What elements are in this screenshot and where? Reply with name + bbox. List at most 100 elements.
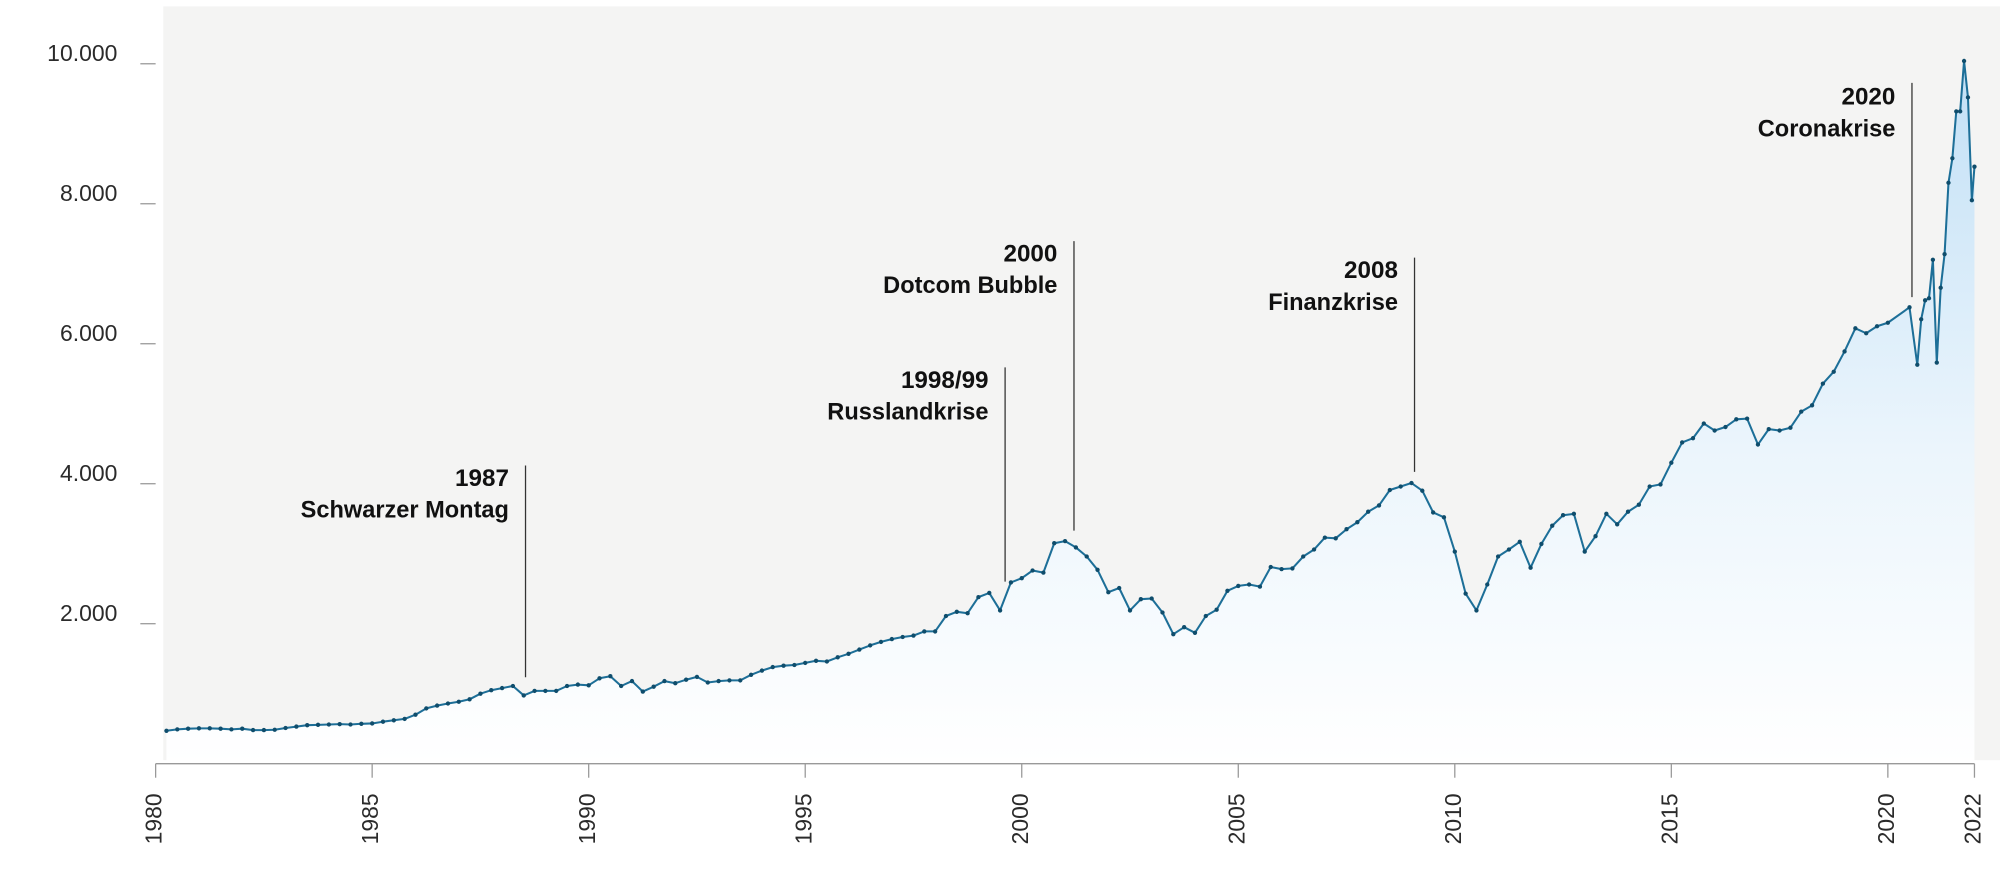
point xyxy=(1734,417,1739,422)
point xyxy=(878,639,884,645)
point xyxy=(770,664,775,670)
point xyxy=(1604,511,1609,516)
point xyxy=(521,693,526,698)
annotation-label: Russlandkrise xyxy=(827,398,988,424)
point xyxy=(1550,523,1555,528)
point xyxy=(218,726,223,731)
point xyxy=(1214,607,1219,612)
point xyxy=(1934,360,1939,365)
point xyxy=(1809,403,1815,408)
point xyxy=(1615,522,1620,527)
point xyxy=(1420,488,1425,493)
point xyxy=(1171,632,1176,637)
point xyxy=(467,697,472,702)
point xyxy=(1528,565,1533,570)
point xyxy=(1744,416,1750,421)
point xyxy=(727,678,732,683)
point xyxy=(1041,570,1046,575)
point xyxy=(1127,608,1133,613)
point xyxy=(1387,487,1393,493)
point xyxy=(932,629,938,634)
point xyxy=(803,660,808,666)
point xyxy=(445,701,451,706)
y-tick-label: 6.000 xyxy=(60,320,117,346)
point xyxy=(1926,296,1932,301)
point xyxy=(943,613,949,619)
point xyxy=(434,703,440,708)
point xyxy=(315,722,321,728)
point xyxy=(1965,95,1971,100)
point xyxy=(348,722,353,727)
point xyxy=(1571,511,1577,516)
x-tick-label: 2005 xyxy=(1223,793,1249,844)
point xyxy=(694,674,700,680)
point xyxy=(1961,58,1967,64)
point xyxy=(1625,509,1631,514)
point xyxy=(748,672,754,677)
point xyxy=(1203,613,1208,619)
point xyxy=(1701,421,1706,426)
point xyxy=(1919,317,1924,322)
point xyxy=(987,590,992,596)
point xyxy=(1777,428,1782,433)
x-tick-label: 2020 xyxy=(1873,793,1899,844)
point xyxy=(510,683,516,689)
x-tick-label: 1990 xyxy=(574,793,600,844)
point xyxy=(629,678,635,684)
point xyxy=(1409,480,1414,486)
x-tick-label: 2010 xyxy=(1440,793,1466,844)
point xyxy=(1225,588,1230,593)
point xyxy=(369,721,375,726)
point xyxy=(1864,331,1869,336)
point xyxy=(1495,554,1501,559)
point xyxy=(889,636,894,642)
point xyxy=(1301,554,1306,559)
annotation-label: Finanzkrise xyxy=(1268,289,1398,315)
point xyxy=(640,689,645,694)
point xyxy=(716,678,721,684)
point xyxy=(1560,513,1566,518)
point xyxy=(1268,564,1273,570)
point xyxy=(359,721,364,726)
point xyxy=(1149,596,1154,601)
point xyxy=(1257,584,1263,589)
point xyxy=(1052,541,1057,546)
point xyxy=(1333,536,1338,541)
point xyxy=(1430,510,1436,515)
point xyxy=(1679,440,1685,445)
annotation-year: 1998/99 xyxy=(901,367,989,394)
point xyxy=(326,722,332,727)
point xyxy=(792,662,797,668)
point xyxy=(846,651,851,656)
point xyxy=(261,727,267,733)
point xyxy=(402,716,407,722)
point xyxy=(1723,424,1728,430)
point xyxy=(1658,482,1663,487)
point xyxy=(272,727,277,732)
y-tick-label: 2.000 xyxy=(60,600,117,626)
point xyxy=(662,678,667,684)
point xyxy=(1669,460,1674,465)
x-tick-label: 2015 xyxy=(1656,793,1682,844)
annotation-label: Dotcom Bubble xyxy=(883,272,1057,298)
point xyxy=(283,725,288,731)
point xyxy=(391,718,396,723)
point xyxy=(1452,549,1457,554)
point xyxy=(1355,520,1360,525)
point xyxy=(1915,362,1920,367)
point xyxy=(1539,541,1544,547)
point xyxy=(413,712,418,717)
point xyxy=(175,727,180,732)
x-tick-label: 2000 xyxy=(1007,793,1033,844)
point xyxy=(1138,597,1144,602)
point xyxy=(305,723,310,728)
point xyxy=(1030,568,1035,573)
point xyxy=(1958,109,1963,114)
y-tick-label: 4.000 xyxy=(60,460,117,486)
point xyxy=(575,682,581,687)
annotation-year: 2000 xyxy=(1004,241,1058,268)
point xyxy=(1938,285,1943,290)
point xyxy=(1690,436,1696,441)
point xyxy=(1485,582,1490,587)
